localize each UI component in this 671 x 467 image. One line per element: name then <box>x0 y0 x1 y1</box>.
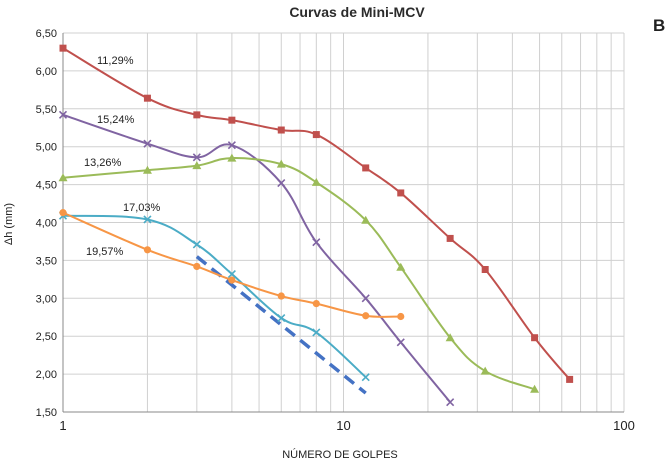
y-tick-label: 4,50 <box>36 180 57 192</box>
marker-circle <box>228 276 236 284</box>
marker-square <box>277 126 285 134</box>
series-layer <box>58 44 574 407</box>
y-tick-label: 3,00 <box>36 293 57 305</box>
marker-square <box>566 375 574 383</box>
series-annotation: 15,24% <box>97 114 135 126</box>
series-line <box>62 47 571 381</box>
marker-circle <box>59 209 67 217</box>
marker-x <box>361 294 370 303</box>
marker-x <box>361 373 370 382</box>
series-0 <box>59 44 574 383</box>
marker-square <box>362 164 370 172</box>
marker-x <box>227 141 236 150</box>
series-line <box>62 214 367 378</box>
series-annotation: 13,26% <box>84 157 122 169</box>
marker-x <box>312 238 321 247</box>
chart-title: Curvas de Mini-MCV <box>289 4 425 20</box>
y-tick-label: 6,50 <box>36 28 57 40</box>
marker-circle <box>362 312 370 320</box>
series-3 <box>58 211 370 382</box>
marker-triangle <box>192 161 202 170</box>
marker-square <box>446 234 454 242</box>
y-tick-label: 4,00 <box>36 218 57 230</box>
marker-triangle <box>227 153 237 162</box>
series-4 <box>59 209 405 321</box>
y-tick-label: 1,50 <box>36 407 57 419</box>
x-tick-label: 100 <box>613 418 635 433</box>
y-tick-label: 2,00 <box>36 369 57 381</box>
marker-x <box>58 110 68 119</box>
x-tick-label: 10 <box>336 418 350 433</box>
marker-circle <box>312 300 320 308</box>
marker-square <box>143 94 151 102</box>
series-annotation: 11,29% <box>97 55 134 67</box>
y-tick-label: 5,50 <box>36 104 57 116</box>
series-line <box>62 157 535 391</box>
marker-circle <box>277 292 285 300</box>
marker-circle <box>193 262 201 271</box>
marker-square <box>531 334 539 342</box>
marker-x <box>277 179 286 188</box>
marker-triangle <box>311 177 321 186</box>
marker-x <box>143 139 152 148</box>
marker-x <box>277 313 286 323</box>
marker-triangle <box>445 333 455 342</box>
marker-square <box>481 265 489 273</box>
marker-triangle <box>142 165 152 174</box>
panel-label: B <box>653 16 665 35</box>
marker-x <box>446 398 455 407</box>
reference-dashed-line <box>195 255 367 395</box>
marker-triangle <box>480 366 490 375</box>
y-tick-label: 3,50 <box>36 255 57 267</box>
marker-triangle <box>530 384 540 393</box>
x-tick-label: 1 <box>59 418 66 433</box>
marker-x <box>192 153 201 162</box>
marker-triangle <box>396 262 406 271</box>
y-tick-label: 5,00 <box>36 142 57 154</box>
marker-square <box>59 44 67 52</box>
marker-circle <box>143 246 152 254</box>
marker-x <box>143 215 152 224</box>
marker-x <box>312 328 321 337</box>
series-1 <box>58 110 455 407</box>
series-2 <box>58 153 540 393</box>
y-axis-label: Δh (mm) <box>3 203 15 245</box>
marker-x <box>227 269 236 279</box>
marker-square <box>312 131 320 139</box>
series-annotation: 19,57% <box>86 246 124 258</box>
annotations: 11,29% 15,24% 13,26% 17,03% 19,57% <box>84 55 161 258</box>
x-axis-label: NÚMERO DE GOLPES <box>282 448 398 461</box>
y-tick-label: 2,50 <box>36 331 57 343</box>
tick-labels: 1,50 2,00 2,50 3,00 3,50 4,00 4,50 5,00 5,50 6,00… <box>36 28 635 433</box>
marker-x <box>192 240 201 249</box>
y-tick-label: 6,00 <box>36 66 57 78</box>
series-annotation: 17,03% <box>123 202 161 214</box>
marker-square <box>193 111 201 119</box>
marker-circle <box>397 312 405 321</box>
marker-triangle <box>361 215 371 224</box>
marker-square <box>397 189 405 197</box>
marker-triangle <box>276 159 286 168</box>
marker-square <box>228 116 236 124</box>
marker-x <box>396 338 405 347</box>
marker-triangle <box>58 173 68 182</box>
